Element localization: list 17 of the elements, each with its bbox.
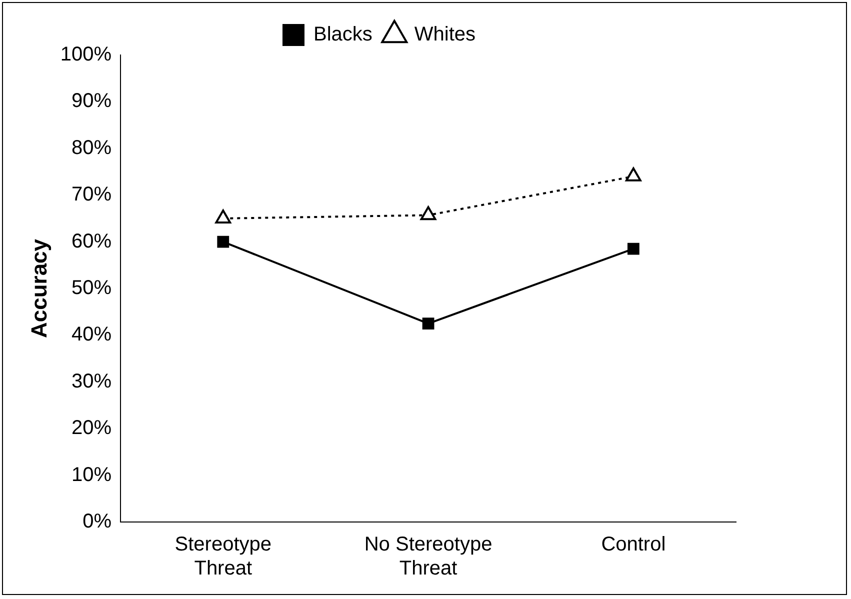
y-tick-label: 20% bbox=[72, 417, 112, 440]
y-tick-label: 100% bbox=[60, 44, 112, 66]
y-tick-label: 50% bbox=[72, 277, 112, 300]
y-axis-title: Accuracy bbox=[26, 238, 52, 338]
legend-label: Blacks bbox=[313, 24, 372, 46]
x-tick-label: No Stereotype Threat bbox=[364, 534, 492, 580]
y-tick-label: 10% bbox=[72, 464, 112, 486]
y-tick-label: 30% bbox=[72, 370, 112, 392]
y-tick-label: 40% bbox=[72, 324, 112, 346]
y-tick-label: 0% bbox=[82, 510, 112, 533]
x-tick-label: Stereotype Threat bbox=[174, 534, 272, 580]
y-tick-label: 70% bbox=[72, 184, 112, 206]
x-tick-label: Control bbox=[601, 534, 666, 556]
y-tick-label: 60% bbox=[72, 230, 112, 252]
y-tick-label: 90% bbox=[72, 90, 112, 112]
legend-label: Whites bbox=[414, 24, 476, 46]
y-tick-label: 80% bbox=[72, 136, 112, 159]
